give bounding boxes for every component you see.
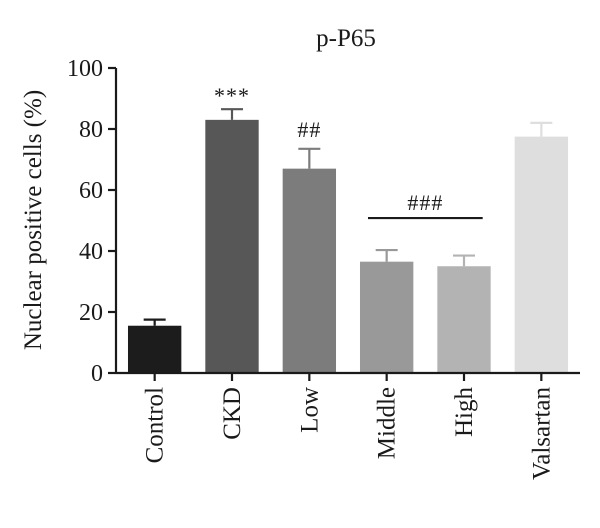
bars <box>127 119 569 373</box>
y-axis-ticks: 0 20 40 60 80 100 <box>67 56 116 387</box>
y-tick-label: 60 <box>79 178 103 204</box>
significance-label: *** <box>214 83 250 108</box>
significance-label: ## <box>297 117 321 142</box>
bar-ckd <box>205 119 259 373</box>
x-tick-label-low: Low <box>296 387 323 433</box>
significance-annotations: ***##### <box>214 83 483 220</box>
y-tick-label: 100 <box>67 56 103 82</box>
x-tick-label-middle: Middle <box>374 387 401 459</box>
bar-control <box>127 325 182 373</box>
y-tick-label: 0 <box>91 361 103 387</box>
bar-valsartan <box>514 136 569 373</box>
x-axis-ticks: Control CKD Low Middle High Valsartan <box>142 373 555 481</box>
x-tick-label-valsartan: Valsartan <box>528 387 555 481</box>
bar-low <box>282 168 337 373</box>
x-tick-label-ckd: CKD <box>219 387 246 440</box>
bar-middle <box>359 261 414 373</box>
error-bars <box>143 108 553 326</box>
x-tick-label-control: Control <box>142 387 169 463</box>
y-tick-label: 20 <box>79 300 103 326</box>
y-tick-label: 40 <box>79 239 103 265</box>
y-tick-label: 80 <box>79 117 103 143</box>
chart-title: p-P65 <box>316 25 376 52</box>
bar-high <box>437 266 491 373</box>
significance-label: ### <box>407 190 443 215</box>
x-tick-label-high: High <box>451 387 478 438</box>
y-axis-label: Nuclear positive cells (%) <box>20 90 47 350</box>
